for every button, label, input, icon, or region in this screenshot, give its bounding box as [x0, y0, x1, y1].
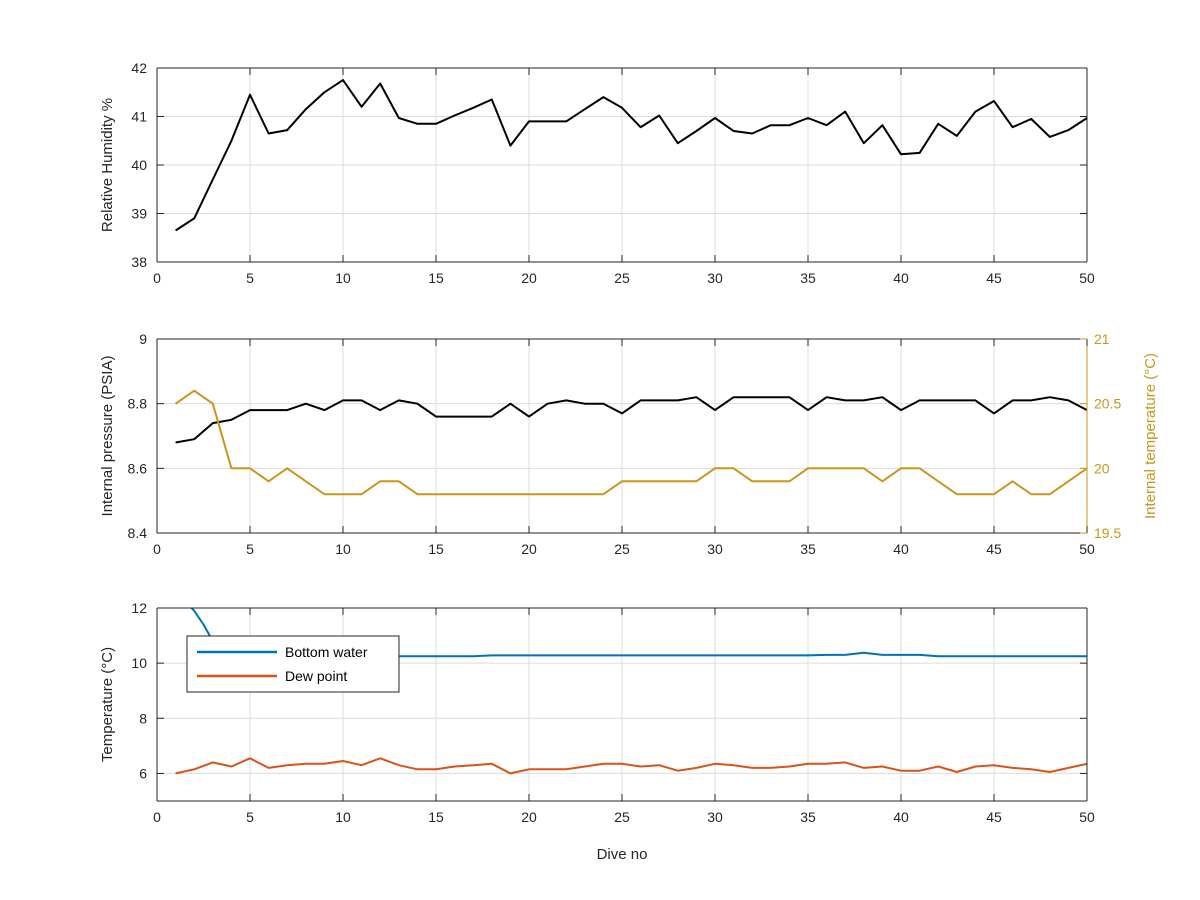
x-tick-label: 0	[153, 809, 161, 825]
y-tick-label: 40	[131, 157, 147, 173]
x-tick-label: 40	[893, 270, 909, 286]
x-tick-label: 45	[986, 541, 1002, 557]
y-tick-label: 8.8	[128, 396, 148, 412]
x-tick-label: 45	[986, 809, 1002, 825]
y-tick-label: 42	[131, 60, 147, 76]
series-line-2-2	[175, 389, 1087, 496]
x-axis-label: Dive no	[597, 846, 648, 863]
y-tick-label: 8	[139, 710, 147, 726]
chart-panel-2: 0 5 10 15 20 25 30 35 40 45 50 8.4 8.6 8.8 9 19.5 20 20.5…	[99, 331, 1159, 557]
x-tick-label: 50	[1079, 270, 1095, 286]
x-tick-label: 0	[153, 541, 161, 557]
y-tick-label: 41	[131, 109, 147, 125]
x-tick-label: 30	[707, 270, 723, 286]
x-tick-label: 20	[521, 541, 537, 557]
y-tick-label: 38	[131, 254, 147, 270]
y-axis-label: Internal pressure (PSIA)	[99, 356, 116, 517]
y2-tick-label: 20	[1094, 460, 1110, 476]
x-tick-label: 10	[335, 270, 351, 286]
y2-tick-label: 21	[1094, 331, 1110, 347]
x-tick-label: 5	[246, 809, 254, 825]
x-tick-label: 5	[246, 270, 254, 286]
x-tick-label: 5	[246, 541, 254, 557]
y-tick-label: 8.4	[128, 525, 148, 541]
y2-tick-label: 19.5	[1094, 525, 1121, 541]
x-tick-label: 10	[335, 541, 351, 557]
x-tick-label: 35	[800, 541, 816, 557]
y-tick-label: 9	[139, 331, 147, 347]
y2-tick-label: 20.5	[1094, 396, 1121, 412]
series-line-2-1	[175, 396, 1087, 444]
x-tick-label: 25	[614, 809, 630, 825]
y-tick-label: 10	[131, 655, 147, 671]
series-line-1-1	[175, 79, 1087, 232]
y-axis-label: Temperature (°C)	[99, 647, 116, 762]
x-tick-label: 15	[428, 809, 444, 825]
x-tick-label: 50	[1079, 541, 1095, 557]
x-tick-label: 35	[800, 809, 816, 825]
legend-label-dew-point: Dew point	[285, 668, 347, 684]
x-tick-label: 10	[335, 809, 351, 825]
x-tick-label: 25	[614, 541, 630, 557]
y-tick-label: 39	[131, 206, 147, 222]
x-tick-label: 20	[521, 270, 537, 286]
x-tick-label: 30	[707, 809, 723, 825]
x-tick-label: 30	[707, 541, 723, 557]
chart-panel-3: 0 5 10 15 20 25 30 35 40 45 50 6 8 10 12 Temperature (°…	[99, 600, 1095, 863]
y-tick-label: 8.6	[128, 460, 148, 476]
x-tick-label: 0	[153, 270, 161, 286]
x-tick-label: 25	[614, 270, 630, 286]
legend: Bottom water Dew point	[186, 635, 400, 693]
x-tick-label: 20	[521, 809, 537, 825]
x-tick-label: 45	[986, 270, 1002, 286]
y-tick-label: 12	[131, 600, 147, 616]
chart-panel-1: 0 5 10 15 20 25 30 35 40 45 50 38 39 40 41 42 Relative H…	[99, 60, 1095, 286]
x-tick-label: 40	[893, 541, 909, 557]
y2-axis-label: Internal temperature (°C)	[1142, 353, 1159, 519]
legend-label-bottom-water: Bottom water	[285, 644, 368, 660]
y-tick-label: 6	[139, 765, 147, 781]
series-line-dew-point	[175, 757, 1087, 775]
y-axis-label: Relative Humidity %	[99, 98, 116, 232]
x-tick-label: 50	[1079, 809, 1095, 825]
legend-box	[186, 635, 400, 693]
x-tick-label: 35	[800, 270, 816, 286]
x-tick-label: 40	[893, 809, 909, 825]
x-tick-label: 15	[428, 270, 444, 286]
x-tick-label: 15	[428, 541, 444, 557]
